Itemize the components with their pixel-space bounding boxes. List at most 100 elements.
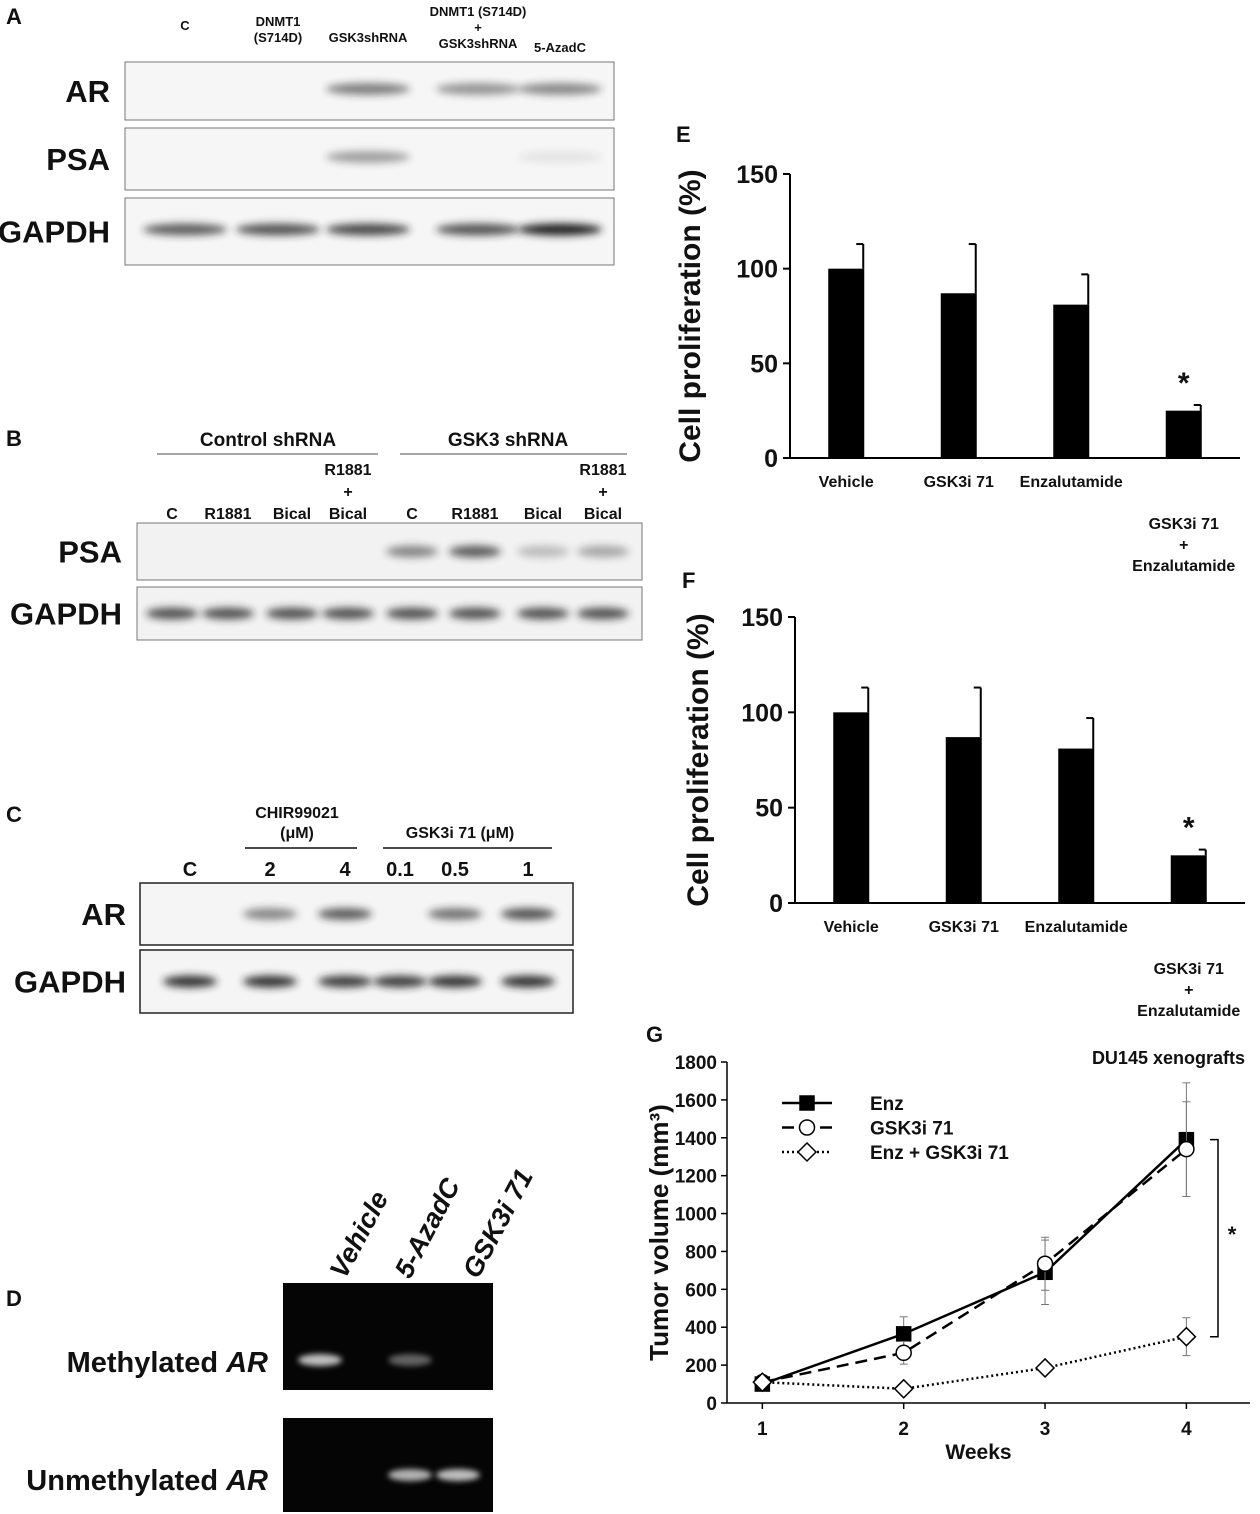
lane-label: C bbox=[406, 506, 418, 523]
lane-label: R1881 + Bical bbox=[579, 462, 626, 523]
legend-marker bbox=[799, 1095, 815, 1111]
lane-label: R1881 + Bical bbox=[324, 462, 371, 523]
lane-label: 4 bbox=[339, 859, 351, 881]
lane-label: DNMT1 (S714D) bbox=[254, 14, 302, 45]
x-tick-label: GSK3i 71 bbox=[924, 474, 994, 491]
marker bbox=[893, 1378, 914, 1399]
band bbox=[373, 975, 427, 988]
x-tick-label: 2 bbox=[898, 1419, 909, 1440]
x-tick-label: 4 bbox=[1181, 1419, 1192, 1440]
band bbox=[386, 545, 438, 558]
row-label-part: AR bbox=[225, 1347, 268, 1379]
marker bbox=[752, 1372, 773, 1393]
band bbox=[449, 607, 501, 620]
series-line bbox=[762, 1335, 1187, 1391]
lane-label: C bbox=[180, 18, 190, 33]
y-tick-label: 150 bbox=[741, 604, 783, 632]
band bbox=[436, 83, 520, 95]
bar bbox=[940, 293, 977, 458]
y-tick-label: 100 bbox=[736, 256, 778, 284]
row-label: GAPDH bbox=[14, 965, 126, 1000]
lane-label: 5-AzadC bbox=[534, 40, 587, 55]
y-tick-label: 400 bbox=[685, 1318, 717, 1339]
band bbox=[518, 223, 602, 236]
lane-label: R1881 bbox=[451, 506, 498, 523]
band bbox=[517, 545, 569, 558]
y-tick-label: 800 bbox=[685, 1242, 717, 1263]
row-label: Methylated AR bbox=[67, 1347, 268, 1379]
y-tick-label: 1400 bbox=[675, 1129, 717, 1150]
y-tick-label: 1200 bbox=[675, 1167, 717, 1188]
lane-label: R1881 bbox=[204, 506, 251, 523]
x-tick-label: 3 bbox=[1040, 1419, 1051, 1440]
row-label: AR bbox=[65, 74, 110, 109]
band bbox=[577, 545, 629, 558]
row-label-part: Methylated bbox=[67, 1347, 227, 1379]
y-tick-label: 1600 bbox=[675, 1091, 717, 1112]
x-tick-label: Vehicle bbox=[824, 919, 879, 936]
marker bbox=[1176, 1326, 1197, 1347]
row-label: GAPDH bbox=[0, 215, 110, 250]
group-label: CHIR99021 (μM) bbox=[255, 805, 339, 842]
lane-label: GSK3shRNA bbox=[329, 30, 408, 45]
gel bbox=[283, 1283, 493, 1390]
y-tick-label: 200 bbox=[685, 1356, 717, 1377]
y-tick-label: 0 bbox=[706, 1394, 717, 1415]
marker bbox=[1178, 1140, 1195, 1158]
band bbox=[322, 607, 374, 620]
lane-label: Bical bbox=[273, 506, 311, 523]
band bbox=[318, 908, 372, 920]
panel-letter: C bbox=[6, 802, 22, 827]
band bbox=[388, 1469, 432, 1481]
band bbox=[266, 607, 318, 620]
significance-bracket bbox=[1210, 1138, 1219, 1338]
band bbox=[501, 908, 555, 920]
marker bbox=[895, 1344, 912, 1362]
band bbox=[428, 975, 482, 988]
significance: * bbox=[1178, 367, 1190, 400]
bar bbox=[1165, 410, 1202, 458]
band bbox=[517, 607, 569, 620]
bar bbox=[1170, 855, 1207, 903]
lane-label: 0.5 bbox=[441, 859, 469, 881]
lane-label: 5-AzadC bbox=[389, 1173, 466, 1283]
x-tick-label: Enzalutamide bbox=[1025, 919, 1128, 936]
x-tick-label: GSK3i 71 bbox=[929, 919, 999, 936]
lane-label: 0.1 bbox=[386, 859, 414, 881]
band bbox=[298, 1354, 342, 1366]
band bbox=[143, 223, 227, 236]
group-label: GSK3i 71 (μM) bbox=[406, 825, 514, 842]
panel-letter: A bbox=[6, 4, 22, 29]
y-tick-label: 150 bbox=[736, 161, 778, 189]
row-label: PSA bbox=[46, 142, 110, 177]
significance: * bbox=[1183, 812, 1195, 845]
x-tick-label: GSK3i 71 + Enzalutamide bbox=[1137, 961, 1240, 1020]
y-axis-label: Cell proliferation (%) bbox=[682, 613, 715, 906]
band bbox=[163, 975, 217, 988]
y-tick-label: 1800 bbox=[675, 1053, 717, 1074]
band bbox=[318, 975, 372, 988]
band bbox=[518, 83, 602, 95]
band bbox=[388, 1354, 432, 1366]
band bbox=[501, 975, 555, 988]
row-label: GAPDH bbox=[10, 597, 122, 632]
x-axis-label: Weeks bbox=[945, 1441, 1011, 1464]
row-label-part: AR bbox=[225, 1465, 268, 1497]
marker bbox=[1034, 1357, 1056, 1379]
x-tick-label: Vehicle bbox=[819, 474, 874, 491]
band bbox=[202, 607, 254, 620]
legend-label: GSK3i 71 bbox=[870, 1119, 954, 1140]
panel-letter: G bbox=[646, 1022, 663, 1047]
band bbox=[428, 908, 482, 920]
marker bbox=[895, 1326, 912, 1342]
y-tick-label: 100 bbox=[741, 699, 783, 727]
band bbox=[386, 607, 438, 620]
panel-letter: D bbox=[6, 1286, 22, 1311]
group-label: Control shRNA bbox=[200, 430, 336, 451]
lane-label: C bbox=[166, 506, 178, 523]
band bbox=[243, 975, 297, 988]
band bbox=[436, 223, 520, 236]
lane-label: 1 bbox=[522, 859, 533, 881]
lane-label: Vehicle bbox=[324, 1186, 394, 1283]
legend-marker bbox=[796, 1141, 818, 1163]
